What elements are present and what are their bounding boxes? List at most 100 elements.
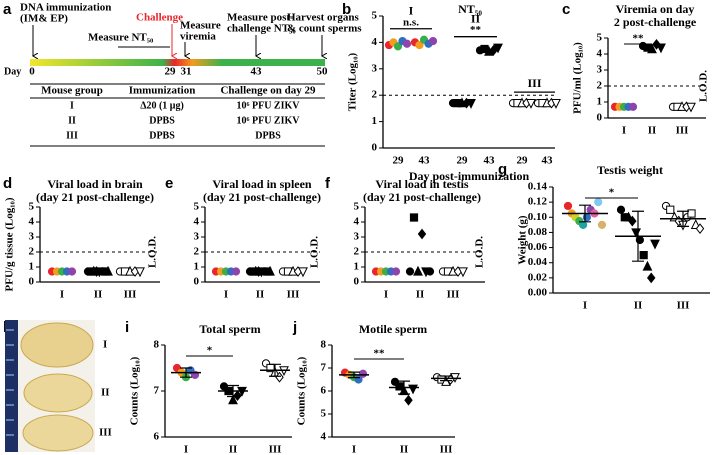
panel-label: i [125,319,129,336]
error-bar [632,210,644,262]
y-tick-label: 5 [597,32,603,44]
data-point [425,267,435,276]
panel-label: e [165,175,173,192]
data-point [405,267,415,276]
y-tick-label: 5 [321,408,327,420]
data-point [686,102,696,113]
table-cell: III [66,130,78,141]
y-tick-label: 4 [194,216,200,228]
y-tick-label: 0 [372,142,378,154]
x-tick-label: I [384,289,388,301]
y-axis-label: Weight (g) [517,215,529,265]
data-point [404,394,413,406]
significance-label: ** [374,348,386,360]
y-tick-label: 3 [597,64,603,76]
data-point [298,267,308,278]
chart-title: Viral load in brain [47,177,143,191]
y-axis-label: PFU/ml (Log₁₀) [572,42,584,114]
y-tick-label: 2 [29,246,35,258]
chart-title: Viral load in spleen [212,177,312,191]
data-point [582,213,591,222]
y-tick-label: 5 [194,201,200,213]
y-tick-label: 1 [597,96,603,108]
y-tick-label: 2 [354,246,360,258]
x-tick-label: I [184,444,188,455]
testis [20,322,94,368]
data-point [656,43,666,54]
table: Mouse group Immunization Challenge on day … [41,85,316,142]
x-tick-label: III [287,289,300,301]
group-label: I [409,4,414,18]
x-tick-label: III [677,300,690,312]
data-point [563,201,573,211]
x-tick-label: 29 [393,155,405,167]
lod-label: L.O.D. [309,236,321,268]
day-tick: 43 [251,66,263,78]
lod-label: L.O.D. [698,70,710,102]
x-tick-label: I [583,300,587,312]
y-tick-label: 2 [194,246,200,258]
data-point [551,99,561,109]
data-point [666,205,675,214]
y-tick-label: 2 [372,89,378,101]
data-point [646,272,656,284]
lod-label: L.O.D. [147,236,159,268]
day-tick: 29 [165,66,177,78]
table-cell: Δ20 (1 μg) [140,100,184,111]
data-point [466,99,476,109]
x-tick-label: I [224,289,228,301]
data-point [594,198,603,207]
x-tick-label: 43 [419,155,431,167]
data-point [526,99,536,109]
ruler-marks [6,329,14,436]
chart-title: Viremia on day [616,2,695,16]
chart-title: 2 post-challenge [614,15,697,29]
y-tick-label: 1 [29,261,35,273]
error-bar [227,384,239,398]
error-bar [180,367,192,378]
data-point [415,40,424,50]
data-point [647,43,657,54]
y-tick-label: 3 [354,231,360,243]
data-point [395,382,404,391]
x-tick-label: 43 [542,155,554,167]
x-tick-label: III [269,444,282,455]
table-cell: DPBS [149,130,175,141]
y-tick-label: 7 [154,385,160,397]
event-label: challenge NT₅₀ [227,23,296,35]
y-tick-label: 0 [354,276,360,288]
group-label: III [527,76,541,90]
chart-title: Total sperm [199,322,260,336]
x-tick-label: I [622,125,626,137]
table-cell: I [70,100,74,111]
data-point [650,239,660,250]
lod-label: L.O.D. [474,236,486,268]
image-label: II [101,387,110,399]
y-tick-label: 3 [29,231,35,243]
y-tick-label: 0.06 [528,241,548,253]
data-point [635,235,644,245]
chart-title: (day 21 post-challenge) [36,190,154,204]
panel-label: f [325,175,331,192]
image-label: I [103,339,107,351]
panel-label: d [3,175,12,192]
y-axis-label: Counts (Log₁₀) [296,356,308,425]
x-tick-label: II [94,289,103,301]
event-label: viremia [180,31,216,43]
chart-title: (day 21 post-challenge) [363,190,481,204]
data-point [616,205,626,214]
y-tick-label: 4 [321,431,327,443]
day-tick: 31 [181,66,192,78]
data-point [231,267,241,276]
y-tick-label: 8 [154,339,160,351]
data-point [233,390,242,402]
data-point [103,265,113,276]
x-tick-label: I [352,444,356,455]
significance-label: * [609,187,615,199]
chart-title: (day 21 post-challenge) [203,190,321,204]
y-tick-label: 1 [372,115,378,127]
error-bar [269,363,281,377]
y-tick-label: 4 [354,216,360,228]
data-point [228,394,238,405]
